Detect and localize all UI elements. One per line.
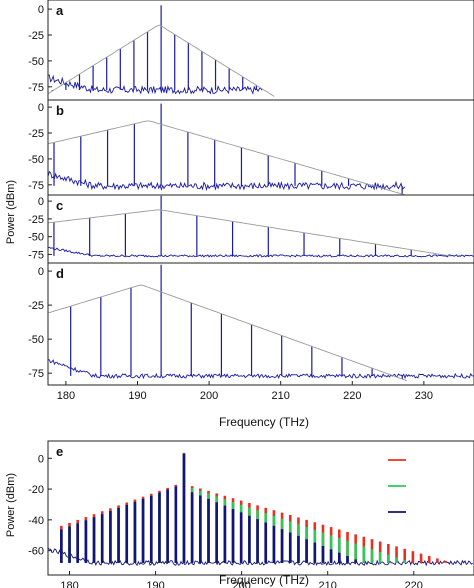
y-tick-label: -25 <box>28 300 44 312</box>
noise-floor <box>48 74 263 95</box>
y-tick-label: 0 <box>38 453 44 465</box>
plot-area <box>48 452 473 567</box>
sech2-envelope <box>48 24 275 97</box>
panel-a: a0 -25 -50 -75 <box>28 0 474 101</box>
x-tick-label: 200 <box>232 580 250 588</box>
sech2-envelope <box>48 284 407 382</box>
panel-letter: d <box>56 266 64 281</box>
panel-b: b0 -25 -50 -75 <box>28 99 474 196</box>
y-tick-label: -50 <box>28 154 44 166</box>
noise-floor <box>48 246 474 258</box>
x-tick-label: 230 <box>415 390 433 402</box>
x-axis-label-bottom: Frequency (THz) <box>219 573 309 587</box>
x-tick-label: 180 <box>60 580 78 588</box>
y-axis-label-bottom: Power (dBm) <box>5 473 17 537</box>
y-tick-label: 0 <box>38 266 44 278</box>
x-tick-label: 200 <box>200 390 218 402</box>
y-axis-label-top: Power (dBm) <box>5 180 17 244</box>
panel-frame <box>47 99 474 196</box>
y-tick-label: -40 <box>28 515 44 527</box>
x-tick-label: 180 <box>57 390 75 402</box>
panel-frame <box>47 0 474 101</box>
x-tick-label: 220 <box>343 390 361 402</box>
y-tick-label: -60 <box>28 546 44 558</box>
y-tick-label: -25 <box>28 214 44 226</box>
y-tick-label: -50 <box>28 56 44 68</box>
panel-letter: c <box>56 198 63 213</box>
y-tick-label: 0 <box>38 196 44 208</box>
noise-floor <box>48 547 473 567</box>
noise-floor <box>48 359 474 380</box>
panel-frame <box>47 194 474 264</box>
panel-frame <box>47 262 474 386</box>
plot-area <box>48 5 275 97</box>
noise-floor <box>48 170 406 192</box>
x-tick-label: 190 <box>146 580 164 588</box>
plot-area <box>48 103 407 195</box>
y-tick-label: -75 <box>28 82 44 94</box>
y-tick-label: 0 <box>38 102 44 114</box>
x-tick-label: 190 <box>128 390 146 402</box>
y-tick-label: -50 <box>28 334 44 346</box>
x-tick-label: 210 <box>319 580 337 588</box>
y-tick-label: -50 <box>28 232 44 244</box>
y-tick-label: -75 <box>28 249 44 261</box>
y-tick-label: -25 <box>28 128 44 140</box>
y-tick-label: -75 <box>28 180 44 192</box>
panels: a0-25-50-75b0-25-50-75c0-25-50-75d0-25-5… <box>28 0 474 588</box>
y-tick-label: -20 <box>28 484 44 496</box>
x-axis-label-top: Frequency (THz) <box>219 415 309 429</box>
panel-c: c0 -25 -50 -75 <box>28 194 474 264</box>
sech2-envelope <box>48 209 452 257</box>
y-tick-label: 0 <box>38 4 44 16</box>
plot-area <box>48 195 474 258</box>
panel-letter: a <box>56 3 64 18</box>
panel-d: d0 -25 -50 -75 180 190 200 210 220 230 <box>28 262 474 402</box>
x-tick-label: 220 <box>405 580 423 588</box>
panel-letter: b <box>56 103 64 118</box>
sech2-envelope <box>48 120 407 195</box>
x-tick-label: 210 <box>272 390 290 402</box>
y-tick-label: -75 <box>28 368 44 380</box>
y-tick-label: -25 <box>28 30 44 42</box>
panel-letter: e <box>56 444 63 459</box>
panel-e: e0 -20 -40 -60 180 190 200 210 220 <box>28 440 474 588</box>
panel-frame <box>47 440 474 576</box>
plot-area <box>48 264 474 382</box>
